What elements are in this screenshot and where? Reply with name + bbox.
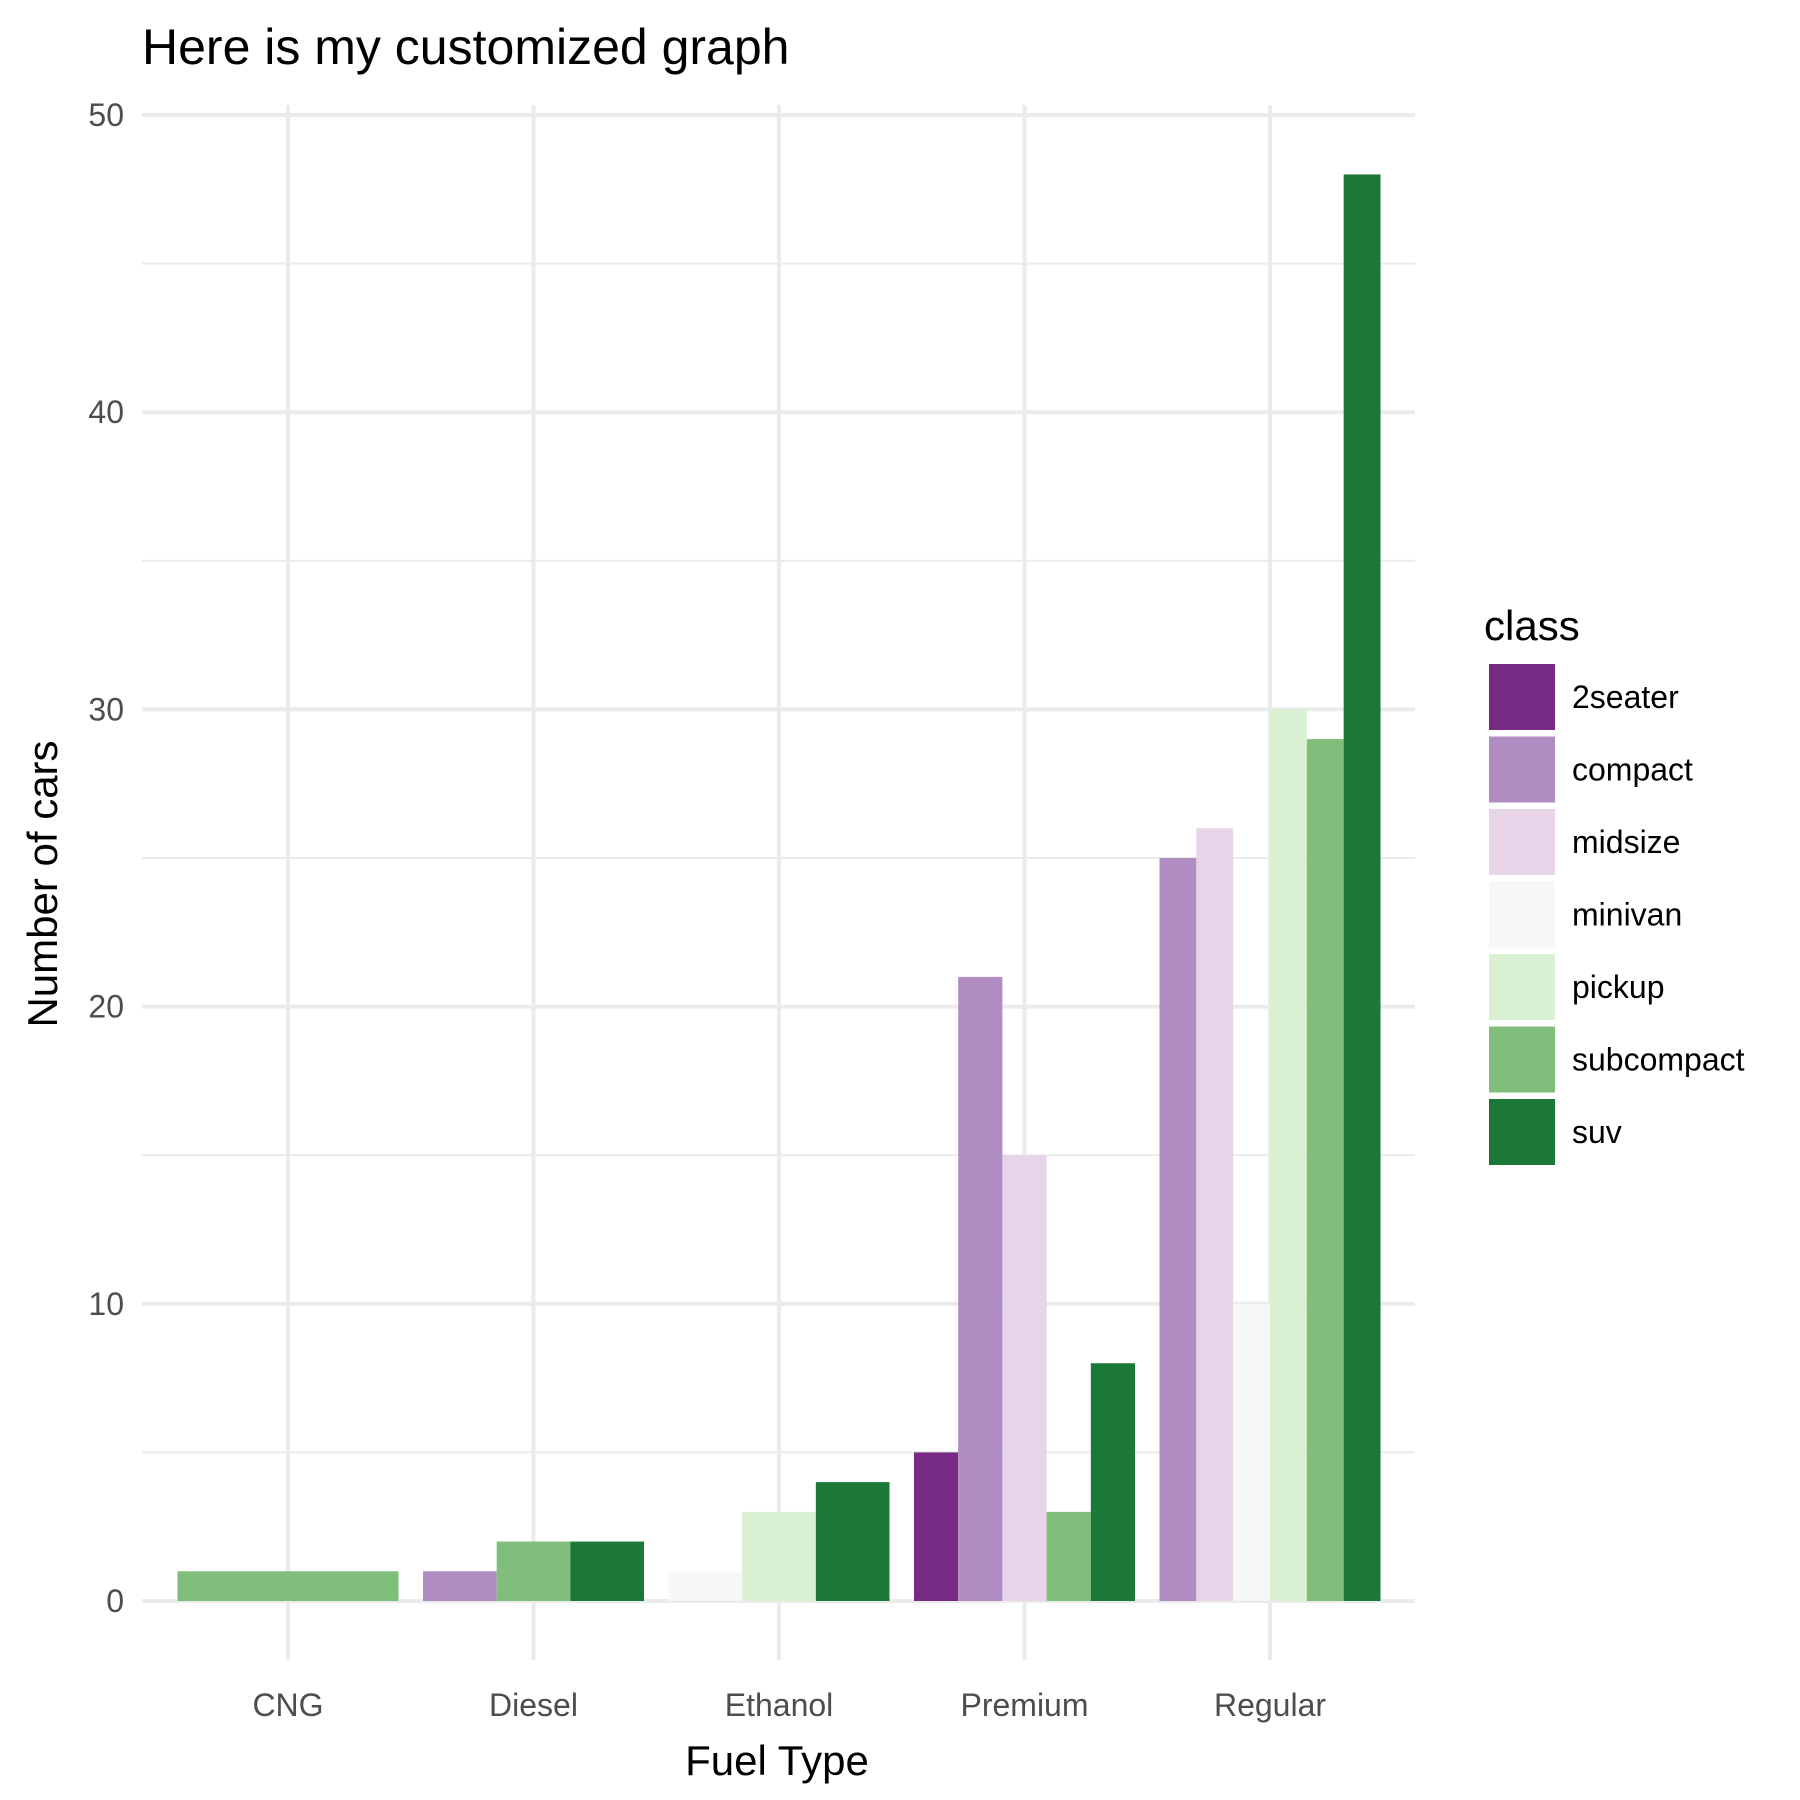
y-tick-label: 20 [88, 989, 124, 1025]
bar-diesel-suv [570, 1541, 644, 1601]
legend-label-2seater: 2seater [1572, 679, 1679, 715]
bar-premium-midsize [1002, 1155, 1047, 1601]
x-axis-title: Fuel Type [685, 1737, 869, 1784]
y-tick-label: 10 [88, 1286, 124, 1322]
grid-lines [142, 105, 1415, 1660]
y-axis-title: Number of cars [19, 740, 66, 1027]
legend-label-minivan: minivan [1572, 897, 1682, 933]
legend: 2seater compact midsize minivan pickup subcom… [1489, 664, 1745, 1165]
x-tick-label: CNG [252, 1687, 323, 1723]
bar-ethanol-minivan [668, 1571, 743, 1601]
legend-key-pickup [1489, 954, 1555, 1020]
x-tick-label: Ethanol [725, 1687, 834, 1723]
bar-premium-suv [1090, 1363, 1135, 1601]
bar-diesel-subcompact [496, 1541, 571, 1601]
bar-premium-compact [958, 976, 1003, 1601]
y-axis-tick-labels: 0 10 20 30 40 50 [88, 97, 124, 1619]
legend-title: class [1484, 602, 1580, 649]
bar-regular-suv [1343, 174, 1381, 1602]
bar-ethanol-suv [815, 1482, 890, 1601]
x-tick-label: Diesel [489, 1687, 578, 1723]
bar-regular-midsize [1196, 828, 1234, 1601]
bar-regular-minivan [1233, 1303, 1270, 1601]
x-axis-tick-labels: CNG Diesel Ethanol Premium Regular [252, 1687, 1326, 1723]
y-tick-label: 40 [88, 394, 124, 430]
y-tick-label: 50 [88, 97, 124, 133]
bar-premium-subcompact [1046, 1511, 1091, 1601]
legend-key-2seater [1489, 664, 1555, 730]
legend-label-midsize: midsize [1572, 824, 1680, 860]
bar-ethanol-pickup [742, 1511, 816, 1601]
y-tick-label: 30 [88, 691, 124, 727]
legend-key-subcompact [1489, 1026, 1555, 1093]
x-tick-label: Regular [1214, 1687, 1326, 1723]
legend-label-compact: compact [1572, 752, 1693, 788]
bar-regular-subcompact [1306, 739, 1344, 1601]
legend-key-minivan [1489, 881, 1555, 948]
bar-diesel-compact [423, 1571, 497, 1601]
legend-label-suv: suv [1572, 1114, 1622, 1150]
bar-premium-2seater [914, 1452, 959, 1601]
legend-key-compact [1489, 736, 1555, 803]
chart-title: Here is my customized graph [142, 19, 789, 75]
bar-cng-subcompact [177, 1571, 399, 1601]
bar-regular-pickup [1270, 709, 1307, 1601]
bars [177, 174, 1381, 1602]
x-tick-label: Premium [960, 1687, 1088, 1723]
y-tick-label: 0 [106, 1583, 124, 1619]
bar-regular-compact [1159, 858, 1197, 1601]
legend-key-suv [1489, 1099, 1555, 1165]
legend-key-midsize [1489, 809, 1555, 875]
legend-label-pickup: pickup [1572, 969, 1665, 1005]
legend-label-subcompact: subcompact [1572, 1042, 1745, 1078]
